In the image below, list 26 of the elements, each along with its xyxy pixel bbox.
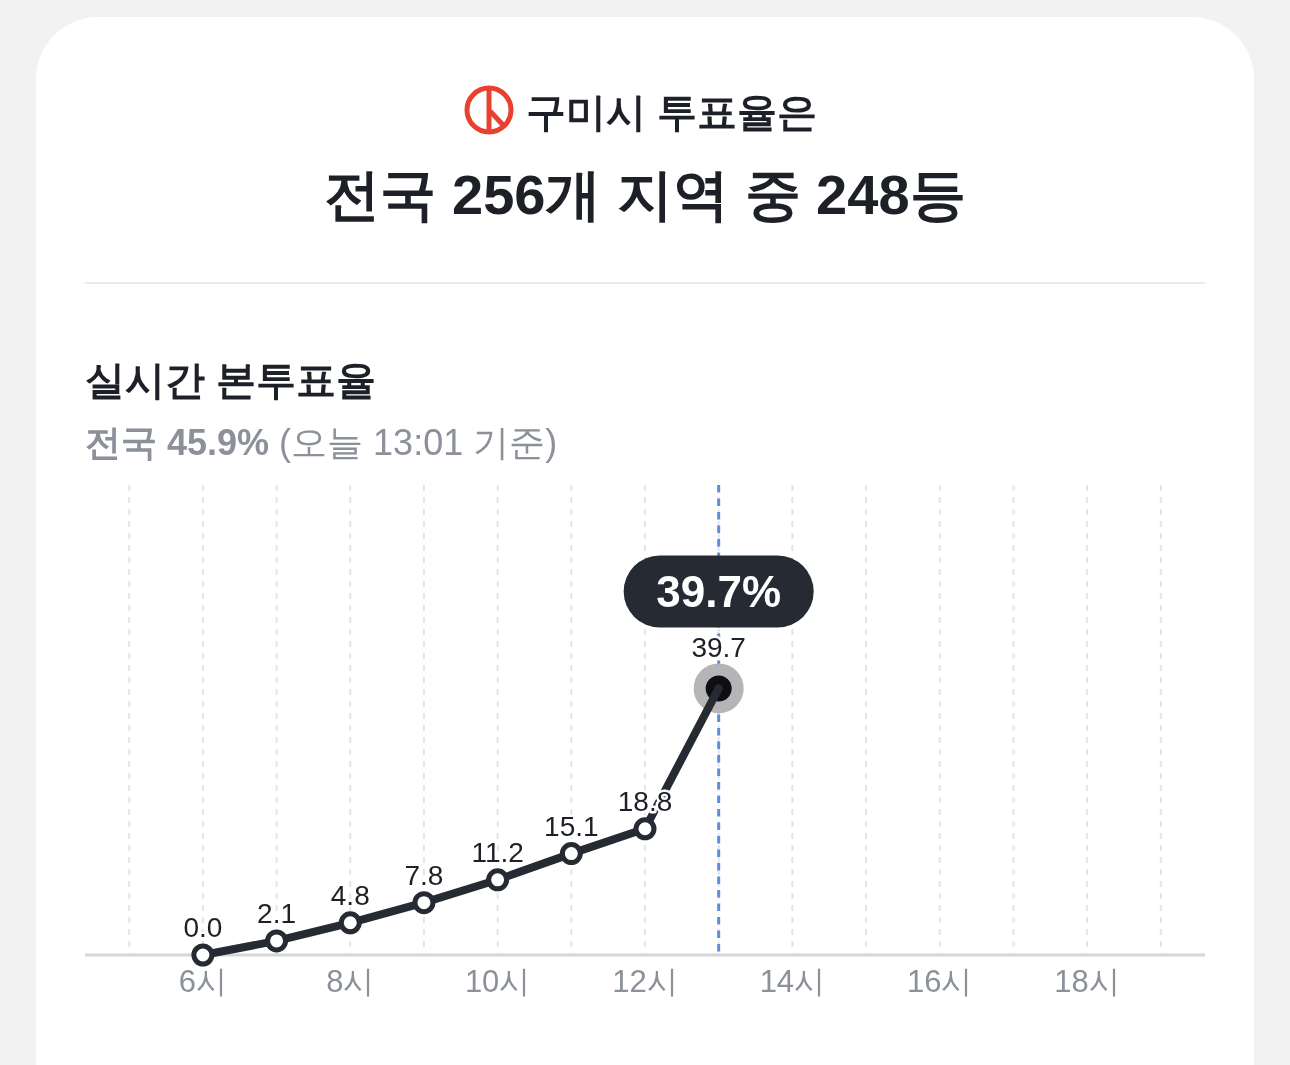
data-label: 15.1 — [544, 810, 599, 842]
data-label: 7.8 — [404, 859, 444, 891]
data-label: 39.7 — [691, 632, 746, 664]
point — [412, 891, 436, 915]
x-tick-label: 8시 — [326, 964, 375, 999]
point — [338, 911, 362, 935]
point — [486, 868, 510, 892]
point — [191, 943, 215, 967]
point — [633, 817, 657, 841]
chart-title: 실시간 본투표율 — [85, 358, 377, 402]
data-label: 2.1 — [257, 897, 297, 929]
x-tick-label: 16시 — [906, 964, 973, 999]
x-tick-label: 6시 — [178, 964, 228, 999]
x-tick-label: 18시 — [1054, 964, 1120, 999]
chart-subtitle: 전국 45.9% (오늘 13:01 기준) — [85, 422, 558, 463]
point — [265, 929, 289, 953]
x-tick-label: 12시 — [612, 964, 678, 999]
data-label: 0.0 — [183, 912, 223, 943]
data-label: 11.2 — [471, 836, 524, 868]
data-label: 4.8 — [330, 879, 370, 911]
annotation: 39.7% — [656, 567, 782, 617]
text: 구미시 투표율은 — [526, 90, 818, 134]
point — [559, 842, 583, 866]
x-tick-label: 10시 — [464, 964, 531, 999]
text: 전국 256개 지역 중 248등 — [324, 163, 966, 226]
x-tick-label: 14시 — [759, 964, 826, 999]
